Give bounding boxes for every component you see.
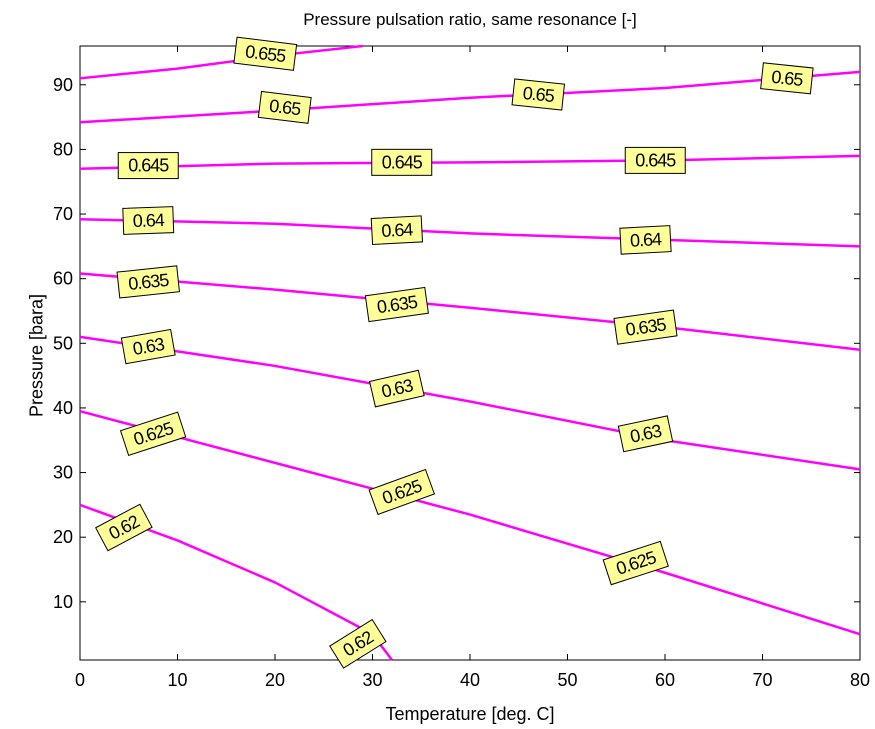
contour-line-0.635	[79, 272, 861, 352]
contour-label-text: 0.65	[522, 83, 556, 106]
contour-label-text: 0.645	[128, 156, 169, 176]
x-axis-label: Temperature [deg. C]	[385, 704, 555, 724]
x-tick-label: 80	[850, 670, 870, 690]
contour-label-box	[602, 540, 669, 586]
contour-label: 0.63	[120, 328, 176, 365]
y-tick-label: 80	[53, 139, 73, 159]
y-tick-label: 30	[53, 463, 73, 483]
contour-label-box	[116, 265, 180, 299]
contour-label-text: 0.645	[382, 152, 423, 172]
y-tick-label: 60	[53, 269, 73, 289]
contour-line-0.64	[79, 217, 861, 248]
contour-label-box	[617, 415, 674, 453]
contour-label: 0.64	[619, 225, 672, 255]
contour-label-box	[368, 468, 436, 516]
x-tick-label: 70	[752, 670, 772, 690]
contour-label: 0.65	[760, 62, 814, 95]
plot-area	[79, 45, 861, 661]
contour-label: 0.655	[233, 36, 298, 71]
contour-label-box	[329, 618, 387, 669]
x-tick-label: 30	[362, 670, 382, 690]
contour-label-box	[760, 62, 814, 95]
contour-line-0.655	[79, 44, 363, 80]
contour-label-box	[120, 328, 176, 365]
y-axis-label: Pressure [bara]	[26, 293, 47, 418]
contour-label: 0.635	[613, 309, 678, 345]
contour-label: 0.645	[624, 146, 686, 174]
contour-label-text: 0.655	[244, 41, 287, 66]
contour-line-0.625	[79, 409, 861, 636]
contour-label-text: 0.64	[381, 219, 414, 241]
contour-label-box	[613, 309, 678, 345]
contour-label: 0.65	[257, 90, 312, 124]
contour-label-box	[122, 206, 175, 235]
contour-label: 0.635	[116, 265, 180, 299]
y-tick-label: 10	[53, 592, 73, 612]
contour-label-box	[95, 503, 153, 552]
x-tick-label: 40	[460, 670, 480, 690]
contour-label: 0.64	[370, 215, 424, 246]
contour-label-box	[371, 148, 433, 176]
contour-line-0.65	[79, 70, 861, 124]
contour-label-text: 0.635	[127, 270, 170, 294]
contour-labels: 0.620.620.6250.6250.6250.630.630.630.635…	[95, 36, 814, 669]
contour-label: 0.63	[617, 415, 674, 453]
contour-line-0.63	[79, 335, 861, 471]
contour-label-box	[619, 225, 672, 255]
contour-label: 0.63	[368, 369, 425, 408]
contour-label-text: 0.64	[629, 229, 662, 251]
contour-label-text: 0.645	[635, 150, 676, 170]
contour-label: 0.64	[122, 206, 175, 235]
x-tick-label: 10	[167, 670, 187, 690]
y-tick-label: 20	[53, 527, 73, 547]
y-tick-label: 40	[53, 398, 73, 418]
contour-label: 0.65	[511, 78, 566, 111]
contour-label-box	[117, 152, 179, 180]
contour-label-box	[370, 215, 424, 246]
x-tick-label: 0	[75, 670, 85, 690]
chart-title: Pressure pulsation ratio, same resonance…	[303, 10, 637, 29]
y-tick-label: 70	[53, 204, 73, 224]
contour-label: 0.635	[364, 286, 429, 323]
x-tick-label: 50	[557, 670, 577, 690]
contour-label-box	[624, 146, 686, 174]
contour-label-box	[119, 411, 187, 457]
axis-ticks: 0 10 20 30 40 50 60 70 80 10 20 30 40 50 60 70 80 90	[53, 46, 870, 690]
contour-label-box	[257, 90, 312, 124]
contour-label: 0.645	[371, 148, 433, 176]
x-tick-label: 20	[265, 670, 285, 690]
y-tick-label: 50	[53, 333, 73, 353]
contour-label-text: 0.64	[132, 210, 165, 231]
contour-label-box	[233, 36, 298, 71]
contour-label-box	[368, 369, 425, 408]
contour-label-box	[511, 78, 566, 111]
y-tick-label: 90	[53, 75, 73, 95]
contour-line-0.645	[79, 154, 861, 171]
contour-label-text: 0.65	[268, 96, 302, 120]
x-tick-label: 60	[655, 670, 675, 690]
contour-label-box	[364, 286, 429, 323]
contour-label: 0.645	[117, 152, 179, 180]
contour-label-text: 0.65	[770, 67, 804, 90]
